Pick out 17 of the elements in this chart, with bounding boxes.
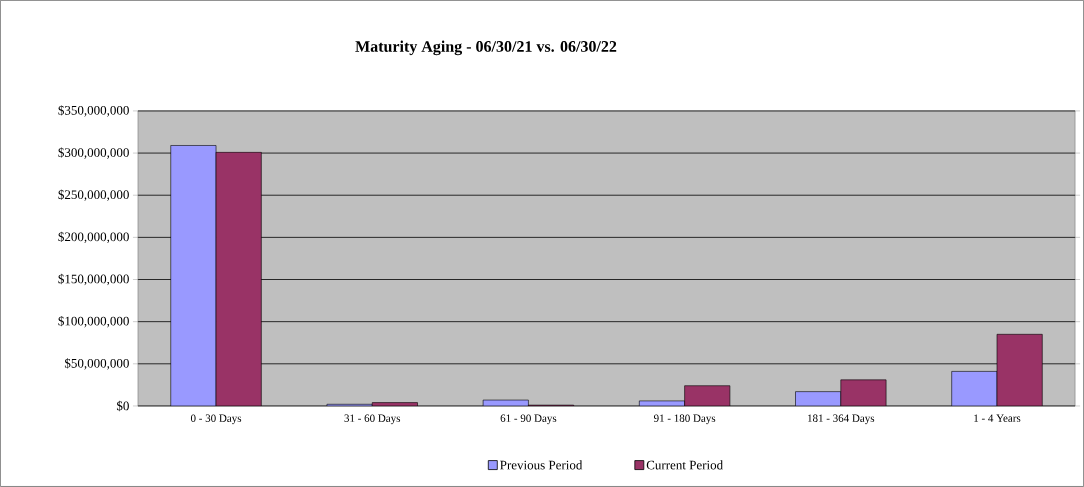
y-tick-label: $100,000,000: [58, 316, 129, 328]
x-tick-label: 1 - 4 Years: [974, 414, 1021, 422]
y-tick-label: $150,000,000: [58, 273, 129, 286]
y-tick-label: $250,000,000: [58, 189, 129, 201]
y-tick-label: $200,000,000: [58, 231, 129, 244]
x-tick-label: 61 - 90 Days: [500, 414, 557, 425]
x-tick-label: 181 - 364 Days: [808, 414, 875, 425]
y-tick-label: $350,000,000: [58, 105, 129, 117]
x-tick-label: 91 - 180 Days: [653, 414, 716, 425]
y-tick-label: $50,000,000: [64, 358, 129, 370]
chart-title: Maturity Aging - 06/30/21 vs. 06/30/22: [355, 40, 617, 56]
x-tick-label: 31 - 60 Days: [344, 414, 401, 425]
x-tick-label: 0 - 30 Days: [190, 414, 242, 425]
y-tick-label: $300,000,000: [58, 147, 129, 159]
legend-label: Previous Period: [500, 460, 583, 470]
legend-label: Current Period: [646, 460, 723, 470]
y-tick-label: $0: [116, 400, 129, 412]
